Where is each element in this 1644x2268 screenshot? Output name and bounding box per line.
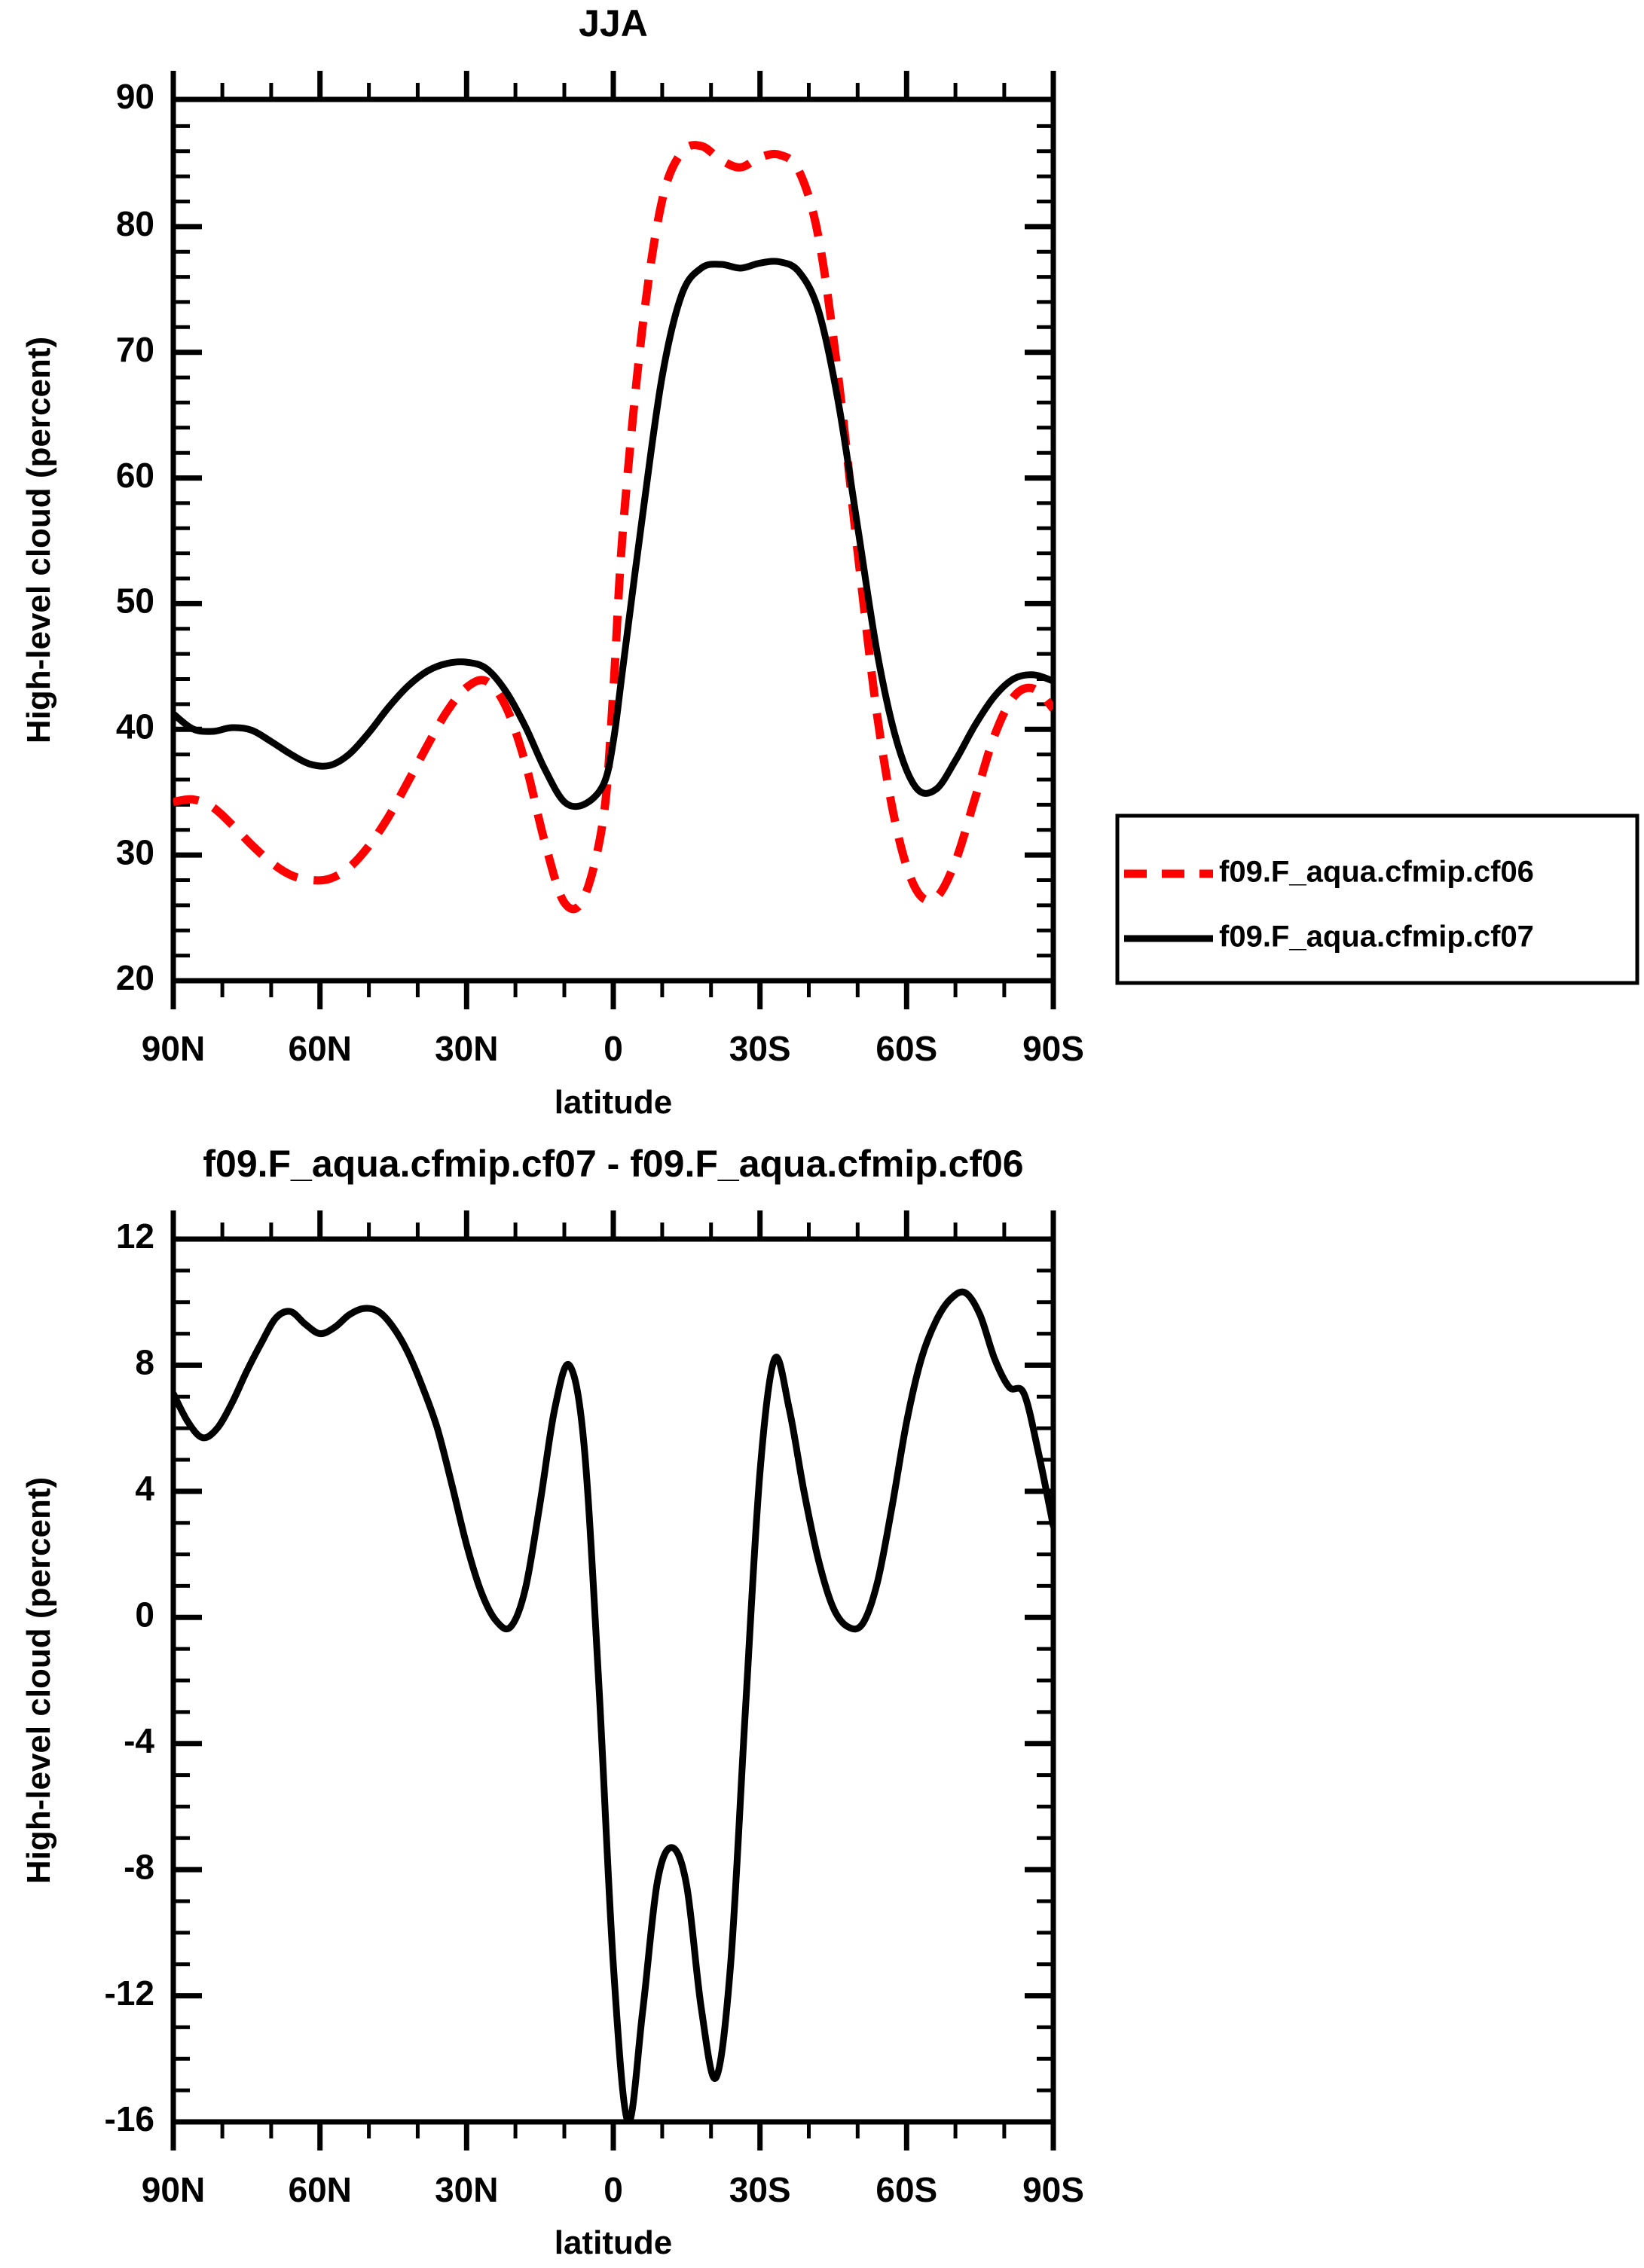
bottom-ytick-label: -12 — [105, 1973, 154, 2013]
series-line-cf06 — [173, 141, 1053, 914]
bottom-x-major-ticks — [170, 1210, 1056, 2150]
bottom-ytick-label: 4 — [135, 1469, 154, 1508]
top-xtick-label: 30N — [435, 1029, 498, 1068]
bottom-ytick-label: -16 — [105, 2099, 154, 2138]
legend-label-cf06: f09.F_aqua.cfmip.cf06 — [1219, 856, 1534, 889]
bottom-xtick-label: 30N — [435, 2170, 498, 2209]
bottom-panel-ylabel: High-level cloud (percent) — [20, 1477, 57, 1884]
bottom-panel-xlabel: latitude — [555, 2224, 672, 2261]
legend-box — [1115, 813, 1639, 985]
bottom-panel-y-axis: -16 -12 -8 -4 0 4 8 12 — [105, 1216, 1053, 2138]
top-ytick-label: 90 — [116, 77, 154, 116]
top-panel-title: JJA — [579, 2, 648, 44]
top-panel-xlabel: latitude — [555, 1084, 672, 1121]
top-y-major-ticks — [173, 96, 1053, 984]
top-panel-y-axis: 20 30 40 50 60 70 80 90 — [116, 77, 1053, 997]
top-y-minor-ticks — [173, 124, 1053, 958]
top-xtick-label: 0 — [604, 1029, 623, 1068]
bottom-xtick-label: 60N — [289, 2170, 352, 2209]
bottom-panel-x-axis: 90N 60N 30N 0 30S 60S 90S — [142, 1210, 1084, 2209]
top-x-major-ticks — [170, 71, 1056, 1009]
legend: f09.F_aqua.cfmip.cf06 f09.F_aqua.cfmip.c… — [1115, 813, 1639, 985]
bottom-ytick-label: 8 — [135, 1343, 154, 1382]
top-xtick-label: 30S — [729, 1029, 791, 1068]
top-panel-frame — [170, 96, 1056, 984]
top-ytick-label: 70 — [116, 330, 154, 369]
top-ytick-label: 60 — [116, 456, 154, 495]
top-ytick-label: 20 — [116, 958, 154, 997]
bottom-panel-title: f09.F_aqua.cfmip.cf07 - f09.F_aqua.cfmip… — [203, 1143, 1023, 1185]
top-ytick-label: 40 — [116, 707, 154, 746]
bottom-ytick-label: -4 — [124, 1721, 154, 1760]
series-line-cf07 — [173, 258, 1053, 810]
series-line-diff — [173, 1288, 1053, 2122]
top-panel-ylabel: High-level cloud (percent) — [20, 337, 57, 743]
bottom-xtick-label: 60S — [875, 2170, 937, 2209]
top-xtick-label: 60N — [289, 1029, 352, 1068]
top-x-minor-ticks — [220, 83, 1007, 997]
top-xtick-label: 90S — [1022, 1029, 1084, 1068]
bottom-y-minor-ticks — [173, 1268, 1053, 2092]
top-panel: JJA — [20, 2, 1084, 1121]
bottom-xtick-label: 0 — [604, 2170, 623, 2209]
bottom-x-minor-ticks — [220, 1223, 1007, 2138]
top-ytick-label: 30 — [116, 832, 154, 871]
bottom-xtick-label: 30S — [729, 2170, 791, 2209]
top-xtick-label: 60S — [875, 1029, 937, 1068]
bottom-y-major-ticks — [173, 1236, 1053, 2125]
bottom-ytick-label: 0 — [135, 1595, 154, 1634]
bottom-xtick-label: 90S — [1022, 2170, 1084, 2209]
bottom-panel: f09.F_aqua.cfmip.cf07 - f09.F_aqua.cfmip… — [20, 1143, 1084, 2261]
bottom-ytick-label: -8 — [124, 1847, 154, 1886]
bottom-ytick-label: 12 — [116, 1216, 154, 1256]
top-ytick-label: 50 — [116, 581, 154, 621]
top-panel-curves — [173, 141, 1053, 914]
top-ytick-label: 80 — [116, 204, 154, 243]
bottom-xtick-label: 90N — [142, 2170, 205, 2209]
bottom-panel-curves — [173, 1288, 1053, 2122]
legend-label-cf07: f09.F_aqua.cfmip.cf07 — [1219, 920, 1534, 954]
top-panel-x-axis: 90N 60N 30N 0 30S 60S 90S — [142, 71, 1084, 1068]
top-xtick-label: 90N — [142, 1029, 205, 1068]
